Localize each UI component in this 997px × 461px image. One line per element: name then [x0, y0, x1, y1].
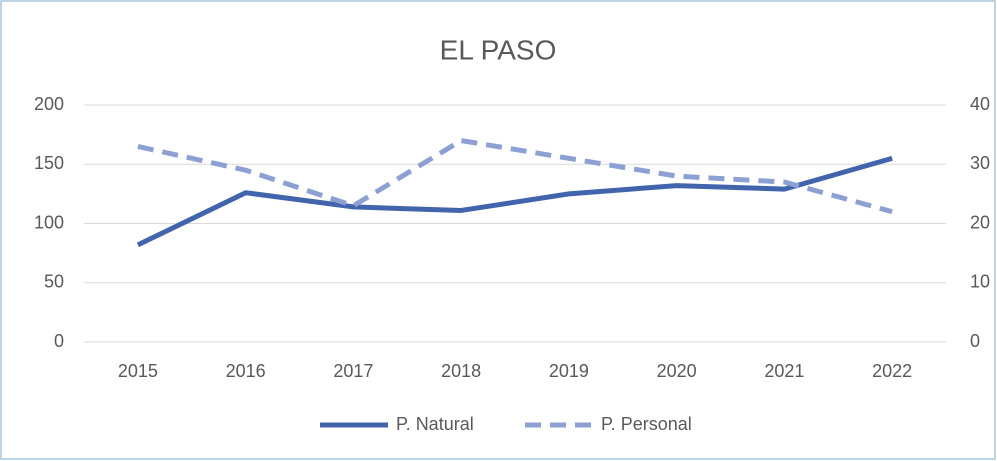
x-tick-label: 2018	[441, 361, 481, 381]
series-line	[137, 138, 893, 215]
x-tick-label: 2017	[333, 361, 373, 381]
y2-tick-label: 10	[970, 272, 990, 292]
y2-tick-label: 30	[970, 153, 990, 173]
x-tick-label: 2015	[118, 361, 158, 381]
legend-label: P. Natural	[396, 414, 474, 434]
chart-title: EL PASO	[440, 34, 557, 65]
y-tick-label: 200	[34, 94, 64, 114]
y2-tick-label: 40	[970, 94, 990, 114]
x-tick-label: 2021	[764, 361, 804, 381]
y-tick-label: 100	[34, 212, 64, 232]
y-tick-label: 0	[54, 331, 64, 351]
x-tick-label: 2016	[226, 361, 266, 381]
x-tick-label: 2020	[657, 361, 697, 381]
x-tick-label: 2022	[872, 361, 912, 381]
legend-label: P. Personal	[601, 414, 692, 434]
x-tick-label: 2019	[549, 361, 589, 381]
series-line	[136, 155, 893, 248]
y-tick-label: 50	[44, 272, 64, 292]
y2-tick-label: 0	[970, 331, 980, 351]
y2-tick-label: 20	[970, 212, 990, 232]
y-tick-label: 150	[34, 153, 64, 173]
